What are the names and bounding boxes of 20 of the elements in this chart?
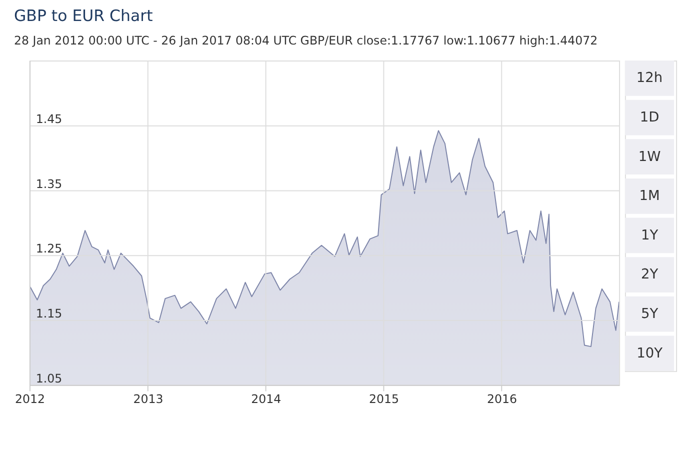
text: 1W xyxy=(638,148,662,165)
chart-subtitle: 28 Jan 2012 00:00 UTC - 26 Jan 2017 08:04 UTC GBP/EUR close:1.17767 low:1.10677 high:1.44072 xyxy=(14,33,598,48)
text: 12h xyxy=(636,70,663,86)
x-tick-label: 2015 xyxy=(369,392,400,406)
chart-title: GBP to EUR Chart xyxy=(14,6,153,25)
text: 1M xyxy=(639,188,660,204)
y-tick-label: 1.25 xyxy=(36,242,62,256)
text: 1Y xyxy=(640,227,659,244)
y-tick-label: 1.15 xyxy=(36,306,62,321)
text: 1D xyxy=(640,109,660,126)
x-tick-label: 2014 xyxy=(251,392,282,406)
text: 10Y xyxy=(636,345,664,362)
y-tick-label: 1.05 xyxy=(36,371,62,386)
x-tick-label: 2016 xyxy=(486,392,517,406)
x-tick-label: 2012 xyxy=(14,392,45,406)
x-tick-label: 2013 xyxy=(133,392,164,406)
text: 2Y xyxy=(640,266,659,283)
y-tick-label: 1.45 xyxy=(36,112,62,126)
text: 5Y xyxy=(640,306,659,322)
y-tick-label: 1.35 xyxy=(36,176,62,191)
